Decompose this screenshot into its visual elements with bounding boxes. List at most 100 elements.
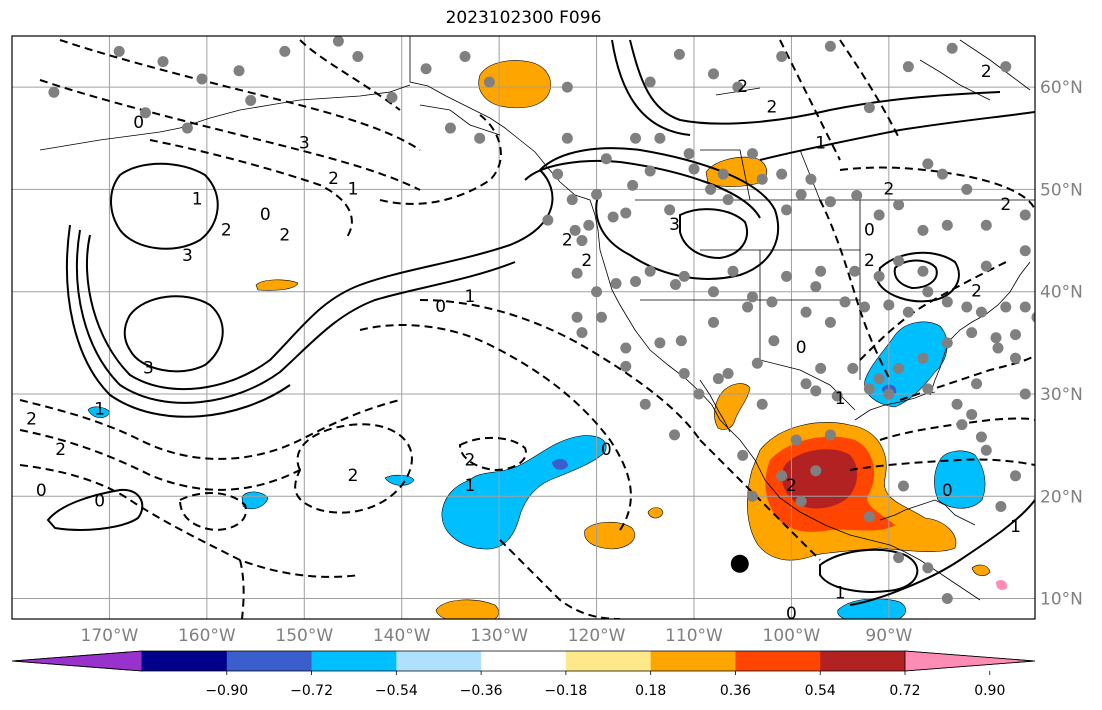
station-marker: [576, 327, 588, 339]
station-marker: [571, 267, 583, 279]
colorbar-tick-label: −0.72: [290, 683, 333, 699]
contour-lines-dashed: [19, 39, 1035, 619]
station-marker: [776, 168, 788, 180]
station-marker: [815, 362, 827, 374]
station-marker: [946, 42, 958, 54]
station-marker: [980, 219, 992, 231]
station-marker: [805, 173, 817, 185]
station-marker: [883, 388, 895, 400]
contour-lines: [46, 39, 1035, 606]
station-marker: [776, 470, 788, 482]
station-marker: [569, 224, 581, 236]
positive-anomaly-pink: [996, 580, 1008, 590]
station-marker: [1064, 220, 1075, 231]
station-marker: [675, 335, 687, 347]
station-marker: [48, 86, 60, 98]
station-marker: [824, 40, 836, 52]
station-marker: [863, 511, 875, 523]
contour-label: 1: [465, 476, 476, 496]
colorbar-tick-label: 0.18: [635, 683, 666, 699]
contour-label: 2: [221, 220, 232, 240]
station-marker: [873, 373, 885, 385]
station-marker: [1010, 352, 1022, 364]
station-marker: [951, 398, 963, 410]
station-marker: [483, 76, 495, 88]
station-marker: [922, 286, 934, 298]
contour-label: 2: [55, 440, 66, 460]
colorbar-segment: [396, 651, 482, 671]
contour-label: 2: [737, 77, 748, 97]
contour-label: 0: [435, 297, 446, 317]
positive-anomaly-yukon: [478, 60, 551, 109]
station-marker: [1010, 329, 1022, 341]
colorbar-segment: [142, 651, 228, 671]
contour-label: 1: [835, 583, 846, 603]
station-marker: [683, 148, 695, 160]
station-marker: [600, 153, 612, 165]
colorbar-segment: [565, 651, 652, 671]
positive-anomaly-baja: [714, 383, 751, 430]
station-marker: [839, 296, 851, 308]
station-marker: [722, 194, 734, 206]
contour-label: 2: [328, 169, 339, 189]
station-marker: [742, 301, 754, 313]
station-marker: [610, 278, 622, 290]
station-marker: [795, 495, 807, 507]
contour-label: 2: [279, 225, 290, 245]
coastlines: [39, 36, 1035, 601]
station-marker: [831, 390, 843, 402]
station-marker: [639, 398, 651, 410]
colorbar-tick-label: −0.90: [205, 683, 248, 699]
contour-label: 0: [796, 338, 807, 358]
contour-label: 1: [1010, 517, 1021, 537]
station-marker: [859, 301, 870, 313]
station-marker: [941, 337, 953, 349]
contour-label: 0: [94, 491, 105, 511]
station-marker: [751, 357, 763, 369]
station-marker: [669, 429, 681, 441]
station-marker: [732, 81, 744, 93]
station-marker: [678, 368, 690, 380]
station-marker: [717, 168, 729, 180]
station-marker: [776, 50, 788, 62]
station-marker: [936, 168, 948, 180]
station-marker: [815, 265, 827, 277]
station-marker: [746, 291, 758, 303]
station-marker: [922, 383, 934, 395]
station-marker: [591, 189, 603, 201]
station-marker: [566, 194, 578, 206]
station-marker: [620, 342, 632, 354]
positive-anomaly-mexico-peak: [781, 449, 858, 509]
station-marker: [810, 281, 822, 293]
station-marker: [980, 444, 992, 456]
station-marker: [966, 327, 978, 339]
station-marker: [893, 199, 905, 211]
station-marker: [902, 306, 914, 318]
station-marker: [810, 465, 822, 477]
station-marker: [644, 165, 656, 177]
colorbar-tick-label: −0.36: [460, 683, 503, 699]
colorbar-tick-label: 0.72: [889, 683, 920, 699]
station-marker: [627, 179, 639, 191]
station-marker: [196, 73, 208, 85]
contour-label: 1: [815, 133, 826, 153]
station-marker: [883, 299, 895, 311]
station-marker: [552, 168, 564, 180]
negative-anomaly-gulf: [934, 450, 986, 509]
anomaly-shading: [87, 60, 1008, 619]
station-marker: [1068, 271, 1079, 282]
station-marker: [1019, 209, 1031, 221]
colorbar-segment: [735, 651, 821, 671]
station-marker: [992, 342, 1004, 354]
station-marker: [576, 235, 588, 247]
station-marker: [766, 296, 778, 308]
positive-anomaly-pacific-small: [255, 279, 299, 291]
lon-tick-label: 110°W: [665, 626, 723, 646]
station-marker: [941, 296, 953, 308]
contour-label: 0: [864, 220, 875, 240]
lon-tick-label: 130°W: [470, 626, 528, 646]
station-marker: [688, 163, 700, 175]
contour-label: 0: [133, 113, 144, 133]
station-marker: [795, 189, 807, 201]
station-marker: [542, 214, 554, 226]
